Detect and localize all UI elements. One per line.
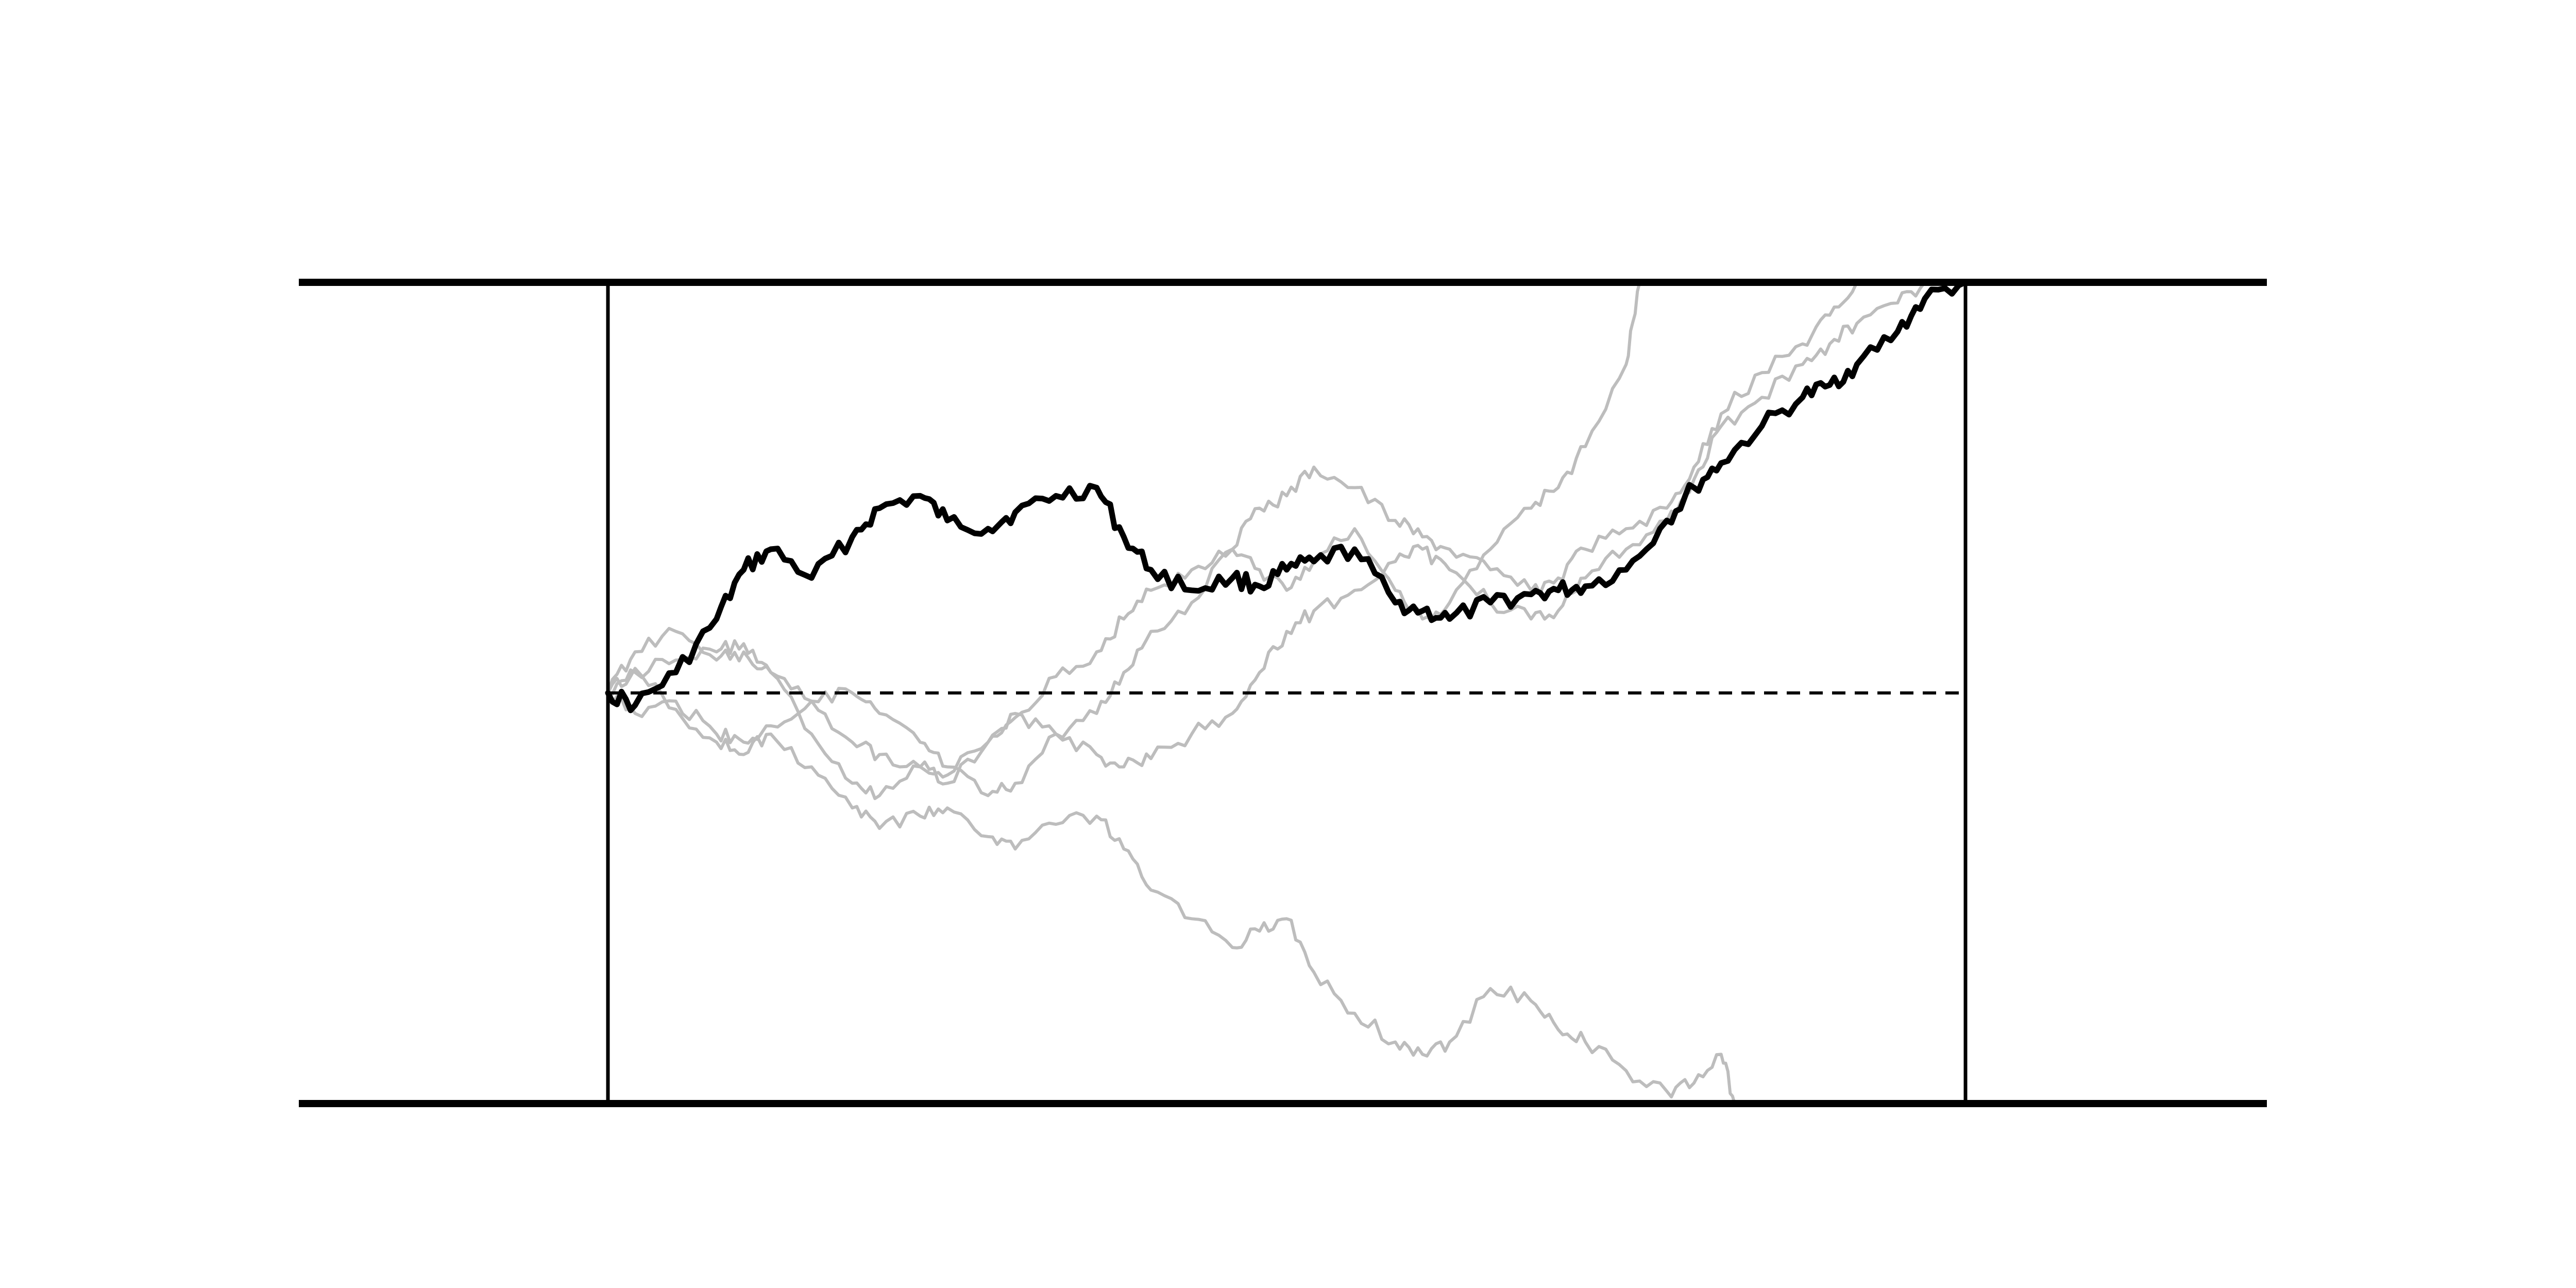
series-path-4: [607, 281, 1926, 779]
series-path-3: [606, 281, 1858, 798]
series-path-highlight: [605, 279, 1969, 714]
background-paths: [606, 281, 1926, 1104]
series-path-1: [606, 667, 1736, 1104]
highlighted-path: [605, 279, 1969, 714]
series-path-2: [606, 282, 1641, 800]
chart-frame: [299, 279, 2267, 1107]
